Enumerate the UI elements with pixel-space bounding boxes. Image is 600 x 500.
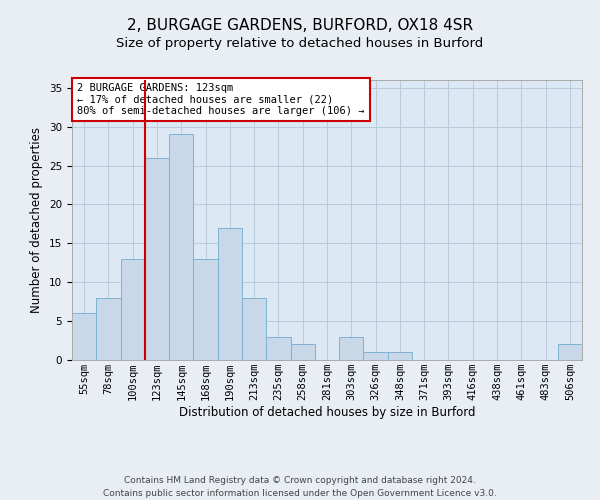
Y-axis label: Number of detached properties: Number of detached properties — [31, 127, 43, 313]
Bar — [364, 352, 388, 360]
Bar — [72, 314, 96, 360]
Bar — [218, 228, 242, 360]
Bar — [266, 336, 290, 360]
Text: Size of property relative to detached houses in Burford: Size of property relative to detached ho… — [116, 38, 484, 51]
Bar — [242, 298, 266, 360]
Text: 2 BURGAGE GARDENS: 123sqm
← 17% of detached houses are smaller (22)
80% of semi-: 2 BURGAGE GARDENS: 123sqm ← 17% of detac… — [77, 83, 365, 116]
Bar — [290, 344, 315, 360]
Bar — [193, 259, 218, 360]
Bar — [121, 259, 145, 360]
Bar — [96, 298, 121, 360]
Text: Contains HM Land Registry data © Crown copyright and database right 2024.
Contai: Contains HM Land Registry data © Crown c… — [103, 476, 497, 498]
Bar — [558, 344, 582, 360]
X-axis label: Distribution of detached houses by size in Burford: Distribution of detached houses by size … — [179, 406, 475, 419]
Text: 2, BURGAGE GARDENS, BURFORD, OX18 4SR: 2, BURGAGE GARDENS, BURFORD, OX18 4SR — [127, 18, 473, 32]
Bar — [169, 134, 193, 360]
Bar — [145, 158, 169, 360]
Bar — [388, 352, 412, 360]
Bar — [339, 336, 364, 360]
